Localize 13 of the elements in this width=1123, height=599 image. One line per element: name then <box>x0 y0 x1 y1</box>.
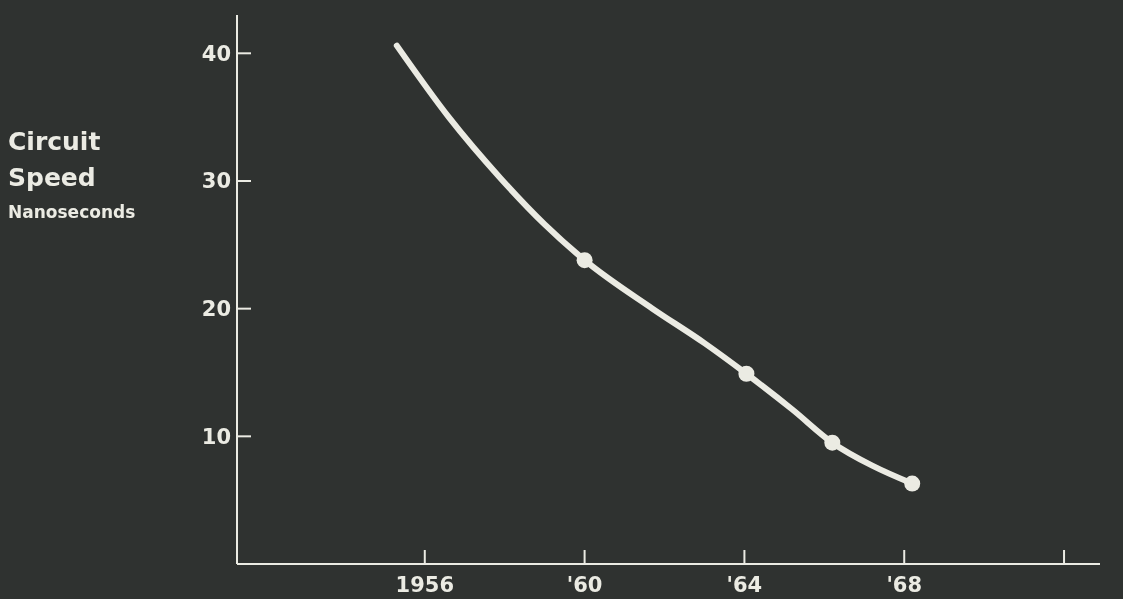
point <box>738 365 755 382</box>
x-tick-label: '60 <box>566 573 603 597</box>
x-tick-label: '64 <box>726 573 763 597</box>
point <box>576 252 593 269</box>
point <box>824 434 841 451</box>
y-tick-label: 20 <box>201 297 231 321</box>
point <box>904 475 921 492</box>
y-tick-label: 10 <box>201 424 231 449</box>
x-tick-label: 1956 <box>395 573 455 597</box>
y-tick-label: 40 <box>201 41 231 66</box>
x-tick-label: '68 <box>886 573 923 597</box>
y-tick-label: 30 <box>201 169 231 194</box>
y-axis-title: Circuit Speed Nanoseconds <box>8 127 136 222</box>
